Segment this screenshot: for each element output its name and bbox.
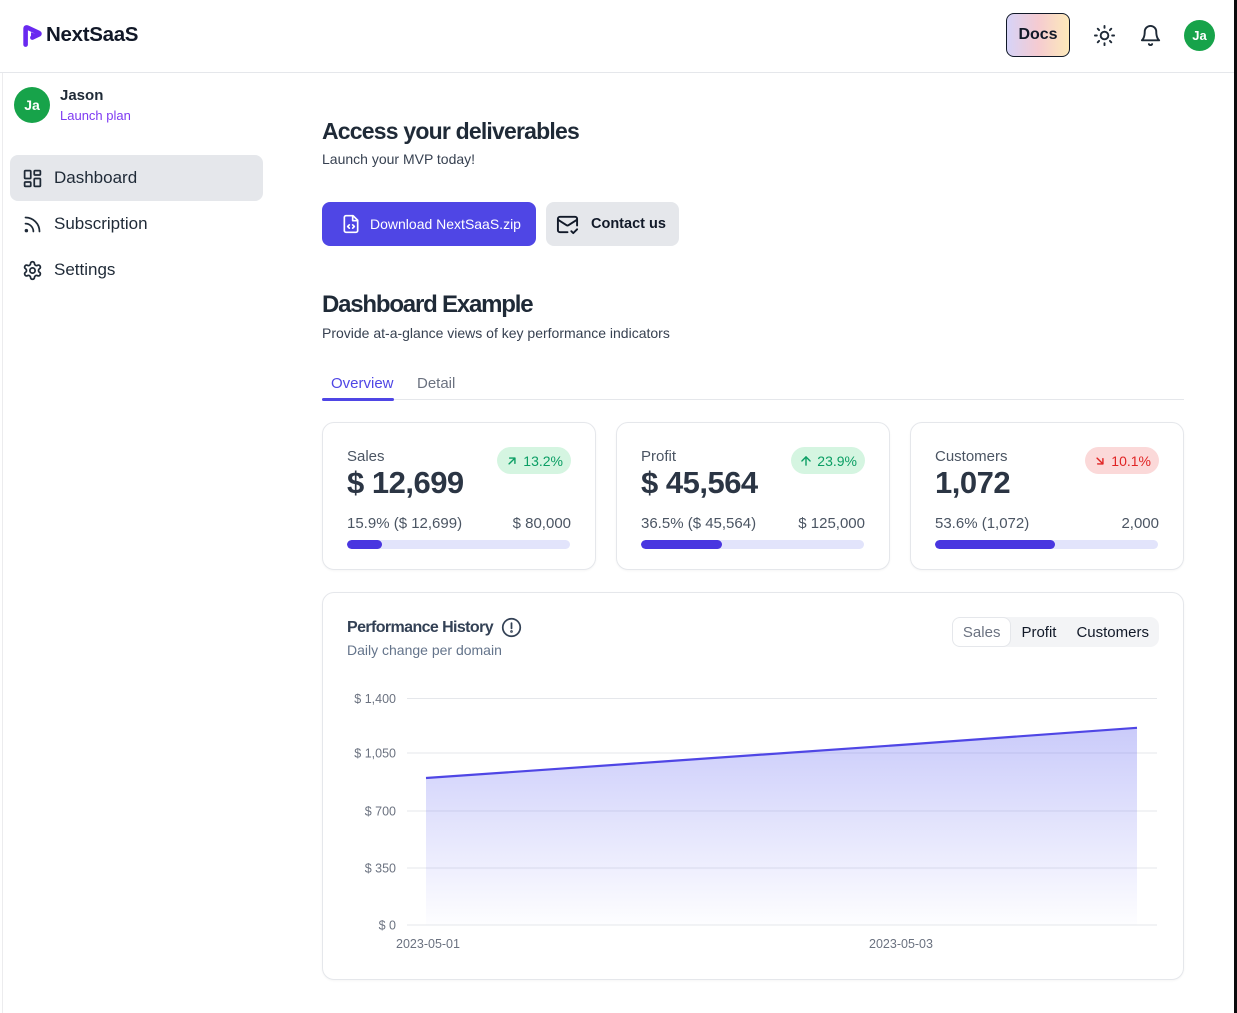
svg-text:$ 1,050: $ 1,050 <box>354 747 396 761</box>
svg-text:$ 700: $ 700 <box>365 805 396 819</box>
svg-text:$ 0: $ 0 <box>379 919 396 933</box>
svg-text:$ 350: $ 350 <box>365 862 396 876</box>
svg-text:2023-05-03: 2023-05-03 <box>869 937 933 951</box>
svg-text:$ 1,400: $ 1,400 <box>354 692 396 706</box>
svg-text:2023-05-01: 2023-05-01 <box>396 937 460 951</box>
